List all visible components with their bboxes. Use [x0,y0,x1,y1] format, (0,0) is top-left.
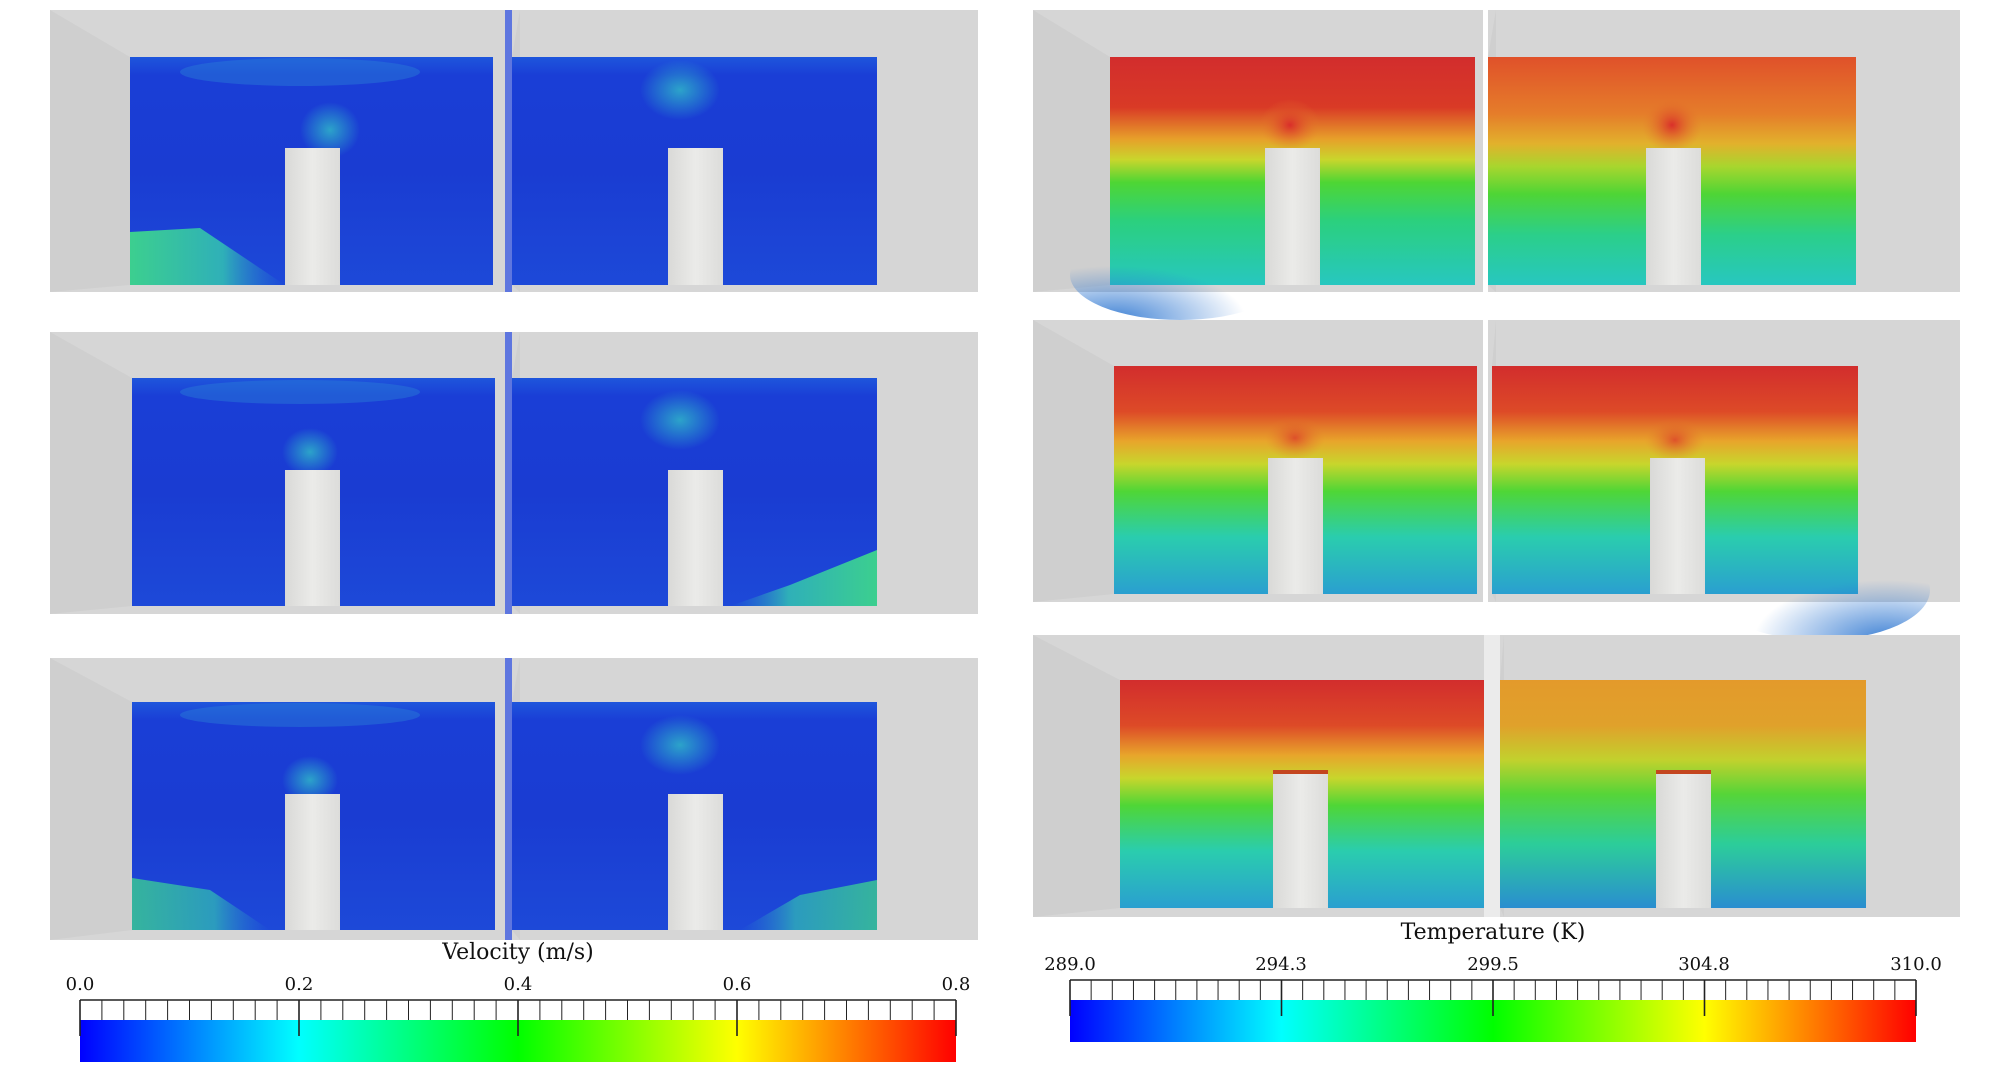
temperature-row-2 [1033,320,1960,640]
temperature-colorbar-ticks [1069,980,1917,1016]
velocity-row-2 [50,332,978,614]
velocity-row-1 [50,10,978,292]
temperature-tick-label: 299.5 [1467,954,1519,975]
obstacle [668,794,723,930]
velocity-tick-label: 0.2 [284,974,314,995]
temperature-tick-label: 304.8 [1678,954,1730,975]
velocity-tick-label: 0.0 [65,974,95,995]
obstacle [285,794,340,930]
obstacle [1265,148,1320,285]
obstacle [1268,458,1323,594]
velocity-tick-label: 0.4 [503,974,533,995]
obstacle [285,148,340,285]
temperature-row-1 [1033,10,1960,320]
velocity-colorbar [79,999,957,1062]
obstacle [668,470,723,606]
obstacle [285,470,340,606]
obstacle [668,148,723,285]
temperature-tick-label: 310.0 [1890,954,1942,975]
obstacle [1650,458,1705,594]
obstacle [1656,773,1711,908]
velocity-colorbar-title: Velocity (m/s) [442,940,594,965]
velocity-row-3 [50,658,978,940]
velocity-tick-label: 0.8 [941,974,971,995]
temperature-colorbar-title: Temperature (K) [1400,920,1586,945]
velocity-colorbar-ticks [79,1000,957,1036]
obstacle [1273,773,1328,908]
temperature-tick-label: 289.0 [1044,954,1096,975]
obstacle [1646,148,1701,285]
temperature-tick-label: 294.3 [1255,954,1307,975]
temperature-row-3 [1033,635,1960,917]
velocity-tick-label: 0.6 [722,974,752,995]
temperature-colorbar [1069,979,1917,1042]
